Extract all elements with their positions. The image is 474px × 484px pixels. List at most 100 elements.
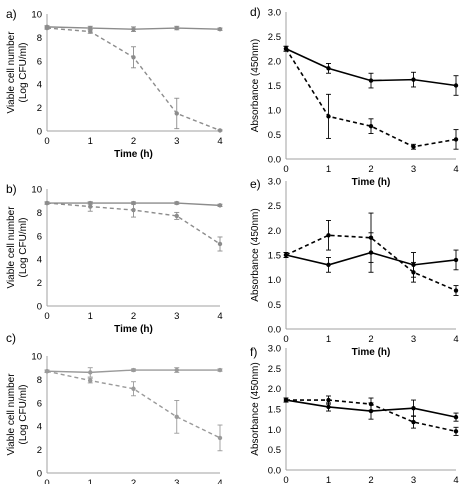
data-point (326, 404, 331, 410)
y-tick-label: 4 (37, 422, 42, 433)
y-tick-label: 8 (37, 208, 42, 219)
y-tick-label: 1.5 (268, 405, 281, 416)
data-point (453, 83, 459, 88)
y-tick-label: 2 (37, 445, 42, 456)
data-point (174, 25, 179, 31)
x-tick-label: 3 (411, 475, 416, 484)
y-axis-label: (Log CFU/ml) (18, 384, 29, 444)
data-point (411, 144, 416, 149)
series-line (46, 370, 221, 439)
series-line (285, 48, 457, 148)
panel-label: a) (6, 7, 17, 21)
x-tick-label: 1 (88, 136, 93, 147)
data-point (88, 25, 93, 31)
y-tick-label: 0.5 (268, 130, 281, 141)
y-tick-label: 4 (37, 255, 42, 266)
y-axis-label: (Log CFU/ml) (18, 217, 29, 277)
x-tick-label: 2 (131, 136, 136, 147)
y-axis-label: Absorbance (450nm) (250, 362, 261, 455)
data-point (44, 200, 50, 206)
y-tick-label: 1.5 (268, 251, 281, 262)
y-tick-label: 2.5 (268, 32, 281, 43)
panel-label: f) (250, 345, 257, 359)
panel-b: b) 0 2 4 6 8 10 0 1 2 3 4 Time (h) Viable cell number… (6, 182, 223, 335)
x-tick-label: 1 (326, 334, 331, 345)
y-tick-label: 2.5 (268, 201, 281, 212)
data-point (217, 367, 223, 373)
y-tick-label: 0 (37, 469, 42, 480)
data-point (131, 27, 136, 32)
y-tick-label: 0.0 (268, 466, 281, 477)
y-axis-label: (Log CFU/ml) (18, 42, 29, 102)
x-tick-label: 2 (131, 311, 136, 322)
x-tick-label: 3 (174, 311, 179, 322)
y-tick-label: 4 (37, 80, 42, 91)
y-tick-label: 1.5 (268, 81, 281, 92)
y-tick-label: 6 (37, 231, 42, 242)
data-point (131, 55, 136, 60)
y-axis-label: Viable cell number (6, 373, 17, 456)
data-point (174, 200, 179, 206)
x-axis-label: Time (h) (114, 149, 153, 160)
y-tick-label: 8 (37, 375, 42, 386)
x-tick-label: 0 (44, 311, 49, 322)
y-tick-label: 6 (37, 398, 42, 409)
data-point (44, 25, 50, 31)
x-tick-label: 3 (174, 478, 179, 484)
data-point (368, 235, 374, 240)
x-tick-label: 0 (283, 475, 288, 484)
series-line (46, 27, 221, 132)
series-dashed (283, 395, 459, 436)
x-tick-label: 1 (88, 311, 93, 322)
x-tick-label: 0 (44, 478, 49, 484)
x-tick-label: 4 (453, 334, 458, 345)
y-tick-label: 2.0 (268, 226, 281, 237)
data-point (326, 233, 331, 238)
data-point (88, 29, 93, 34)
data-point (217, 241, 223, 247)
x-tick-label: 2 (368, 164, 373, 175)
series-dashed (283, 212, 459, 296)
panel-label: b) (6, 182, 17, 196)
data-point (411, 419, 416, 425)
x-tick-label: 2 (131, 478, 136, 484)
y-tick-label: 0 (37, 302, 42, 313)
x-tick-label: 1 (326, 475, 331, 484)
panel-label: d) (250, 5, 261, 19)
y-tick-label: 10 (31, 352, 42, 363)
y-tick-label: 1.0 (268, 275, 281, 286)
x-axis-label: Time (h) (114, 324, 153, 335)
data-point (174, 414, 179, 420)
x-tick-label: 4 (453, 475, 458, 484)
x-tick-label: 3 (174, 136, 179, 147)
series-dashed (44, 369, 223, 452)
y-tick-label: 0.5 (268, 300, 281, 311)
y-axis-label: Absorbance (450nm) (250, 208, 261, 301)
data-point (326, 262, 331, 268)
panel-label: e) (250, 177, 261, 191)
x-tick-label: 0 (283, 164, 288, 175)
data-point (131, 386, 136, 391)
x-tick-label: 3 (411, 164, 416, 175)
x-tick-label: 4 (217, 311, 222, 322)
y-tick-label: 2 (37, 278, 42, 289)
y-tick-label: 8 (37, 33, 42, 44)
y-tick-label: 10 (31, 185, 42, 196)
data-point (44, 369, 50, 374)
y-tick-label: 0 (37, 127, 42, 138)
y-tick-label: 3.0 (268, 8, 281, 19)
data-point (131, 207, 136, 213)
data-point (131, 367, 136, 373)
y-tick-label: 3.0 (268, 344, 281, 355)
data-point (217, 27, 223, 32)
x-tick-label: 3 (411, 334, 416, 345)
y-tick-label: 2.5 (268, 364, 281, 375)
y-axis-label: Viable cell number (6, 31, 17, 114)
data-point (283, 46, 289, 51)
x-axis-label: Time (h) (352, 347, 391, 358)
data-point (217, 435, 223, 441)
x-tick-label: 4 (453, 164, 458, 175)
